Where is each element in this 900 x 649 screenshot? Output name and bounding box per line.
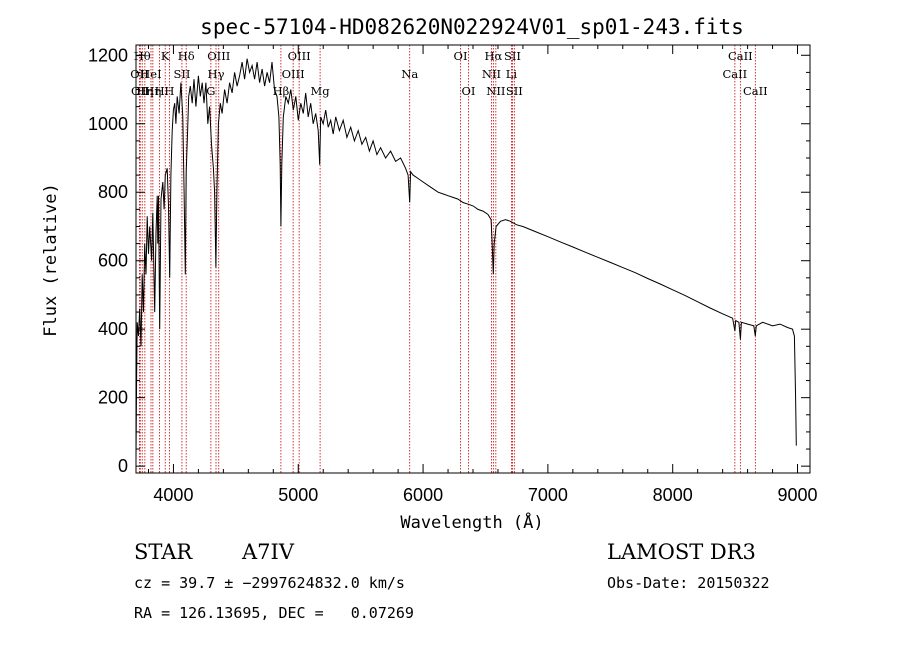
line-marker-label: Mg — [311, 84, 331, 98]
plot-frame — [135, 44, 811, 474]
line-marker-label: SII — [504, 49, 521, 63]
line-marker-label: OIII — [288, 49, 311, 63]
y-tick-label: 1200 — [88, 45, 128, 65]
y-axis-label: Flux (relative) — [41, 183, 61, 337]
line-marker-label: SII — [173, 67, 190, 81]
line-marker-label: G — [206, 84, 215, 98]
x-tick-label: 9000 — [777, 485, 817, 505]
line-marker-label: Hθ — [134, 49, 151, 63]
spectral-line-labels: OIIOIIHθHηHeIHηHKHSIIHδGHγOIIIHβOIIIOIII… — [130, 49, 767, 98]
line-marker-label: Hη — [136, 84, 153, 98]
x-tick-label: 8000 — [653, 485, 693, 505]
y-tick-label: 1000 — [88, 114, 128, 134]
line-marker-label: Hδ — [178, 49, 195, 63]
survey-name: LAMOST DR3 — [607, 540, 756, 564]
y-tick-label: 800 — [98, 182, 128, 202]
y-tick-label: 600 — [98, 251, 128, 271]
line-marker-label: Hη — [144, 84, 161, 98]
line-marker-label: H — [155, 84, 165, 98]
line-marker-label: OI — [462, 84, 476, 98]
spectrum-line — [135, 58, 797, 460]
line-marker-label: OI — [454, 49, 468, 63]
y-tick-label: 200 — [98, 388, 128, 408]
object-subclass: A7IV — [242, 540, 294, 564]
line-marker-label: HeI — [140, 67, 161, 81]
x-tick-label: 7000 — [528, 485, 568, 505]
line-marker-label: CaII — [728, 49, 753, 63]
line-marker-label: H — [164, 84, 174, 98]
line-marker-label: OII — [130, 67, 149, 81]
obs-date: Obs-Date: 20150322 — [607, 574, 770, 592]
line-marker-label: OIII — [282, 67, 305, 81]
line-marker-label: Hα — [484, 49, 502, 63]
x-axis-label: Wavelength (Å) — [400, 511, 543, 533]
object-class: STAR — [134, 540, 193, 564]
redshift-cz: cz = 39.7 ± −2997624832.0 km/s — [134, 574, 405, 592]
y-axis-ticks: 0 200 400 600 800 1000 1200 — [88, 45, 810, 476]
line-marker-label: CaII — [722, 67, 747, 81]
line-marker-label: Li — [506, 67, 518, 81]
x-tick-label: 5000 — [278, 485, 318, 505]
line-marker-label: OIII — [207, 49, 230, 63]
line-marker-label: Hγ — [208, 67, 225, 81]
spectral-line-markers — [139, 45, 756, 473]
y-tick-label: 400 — [98, 319, 128, 339]
x-tick-label: 4000 — [153, 485, 193, 505]
x-axis-ticks: 4000 5000 6000 7000 8000 9000 — [147, 45, 818, 505]
line-marker-label: Na — [401, 67, 418, 81]
y-tick-label: 0 — [118, 456, 128, 476]
x-tick-label: 6000 — [403, 485, 443, 505]
line-marker-label: NII — [486, 84, 505, 98]
chart-title: spec-57104-HD082620N022924V01_sp01-243.f… — [200, 15, 744, 39]
line-marker-label: K — [161, 49, 170, 63]
ra-dec-coordinates: RA = 126.13695, DEC = 0.07269 — [134, 604, 414, 622]
line-marker-label: CaII — [743, 84, 768, 98]
line-marker-label: SII — [506, 84, 523, 98]
line-marker-label: NII — [482, 67, 501, 81]
